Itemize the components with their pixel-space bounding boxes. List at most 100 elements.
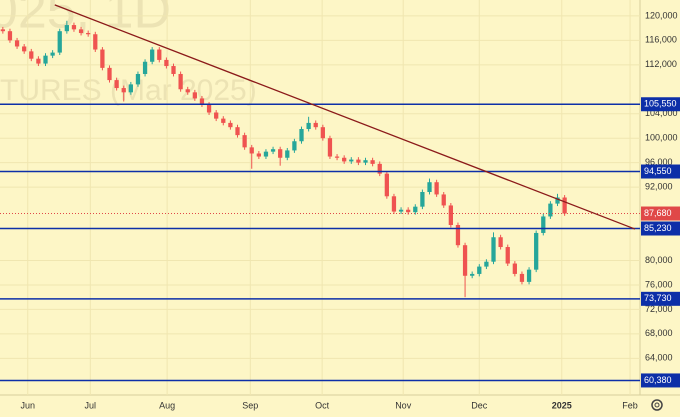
candle-body xyxy=(498,237,503,248)
level-label: 73,730 xyxy=(644,293,672,303)
x-tick-label: Oct xyxy=(315,400,330,410)
candle-body xyxy=(313,122,318,128)
candle-body xyxy=(249,147,254,154)
y-tick-label: 112,000 xyxy=(645,59,677,69)
x-tick-label: Jun xyxy=(20,400,35,410)
candle-body xyxy=(86,33,91,35)
candle-body xyxy=(57,31,62,53)
candle-body xyxy=(505,247,510,264)
candle-body xyxy=(157,49,162,60)
candle-body xyxy=(391,196,397,212)
candle-body xyxy=(398,209,404,212)
candle-body xyxy=(470,273,475,276)
y-tick-label: 104,000 xyxy=(645,108,678,118)
y-tick-label: 116,000 xyxy=(645,35,677,45)
candle-body xyxy=(413,206,418,213)
candle-body xyxy=(285,150,290,158)
candle-body xyxy=(526,269,532,282)
candle-body xyxy=(512,263,517,274)
y-tick-label: 92,000 xyxy=(645,181,673,191)
candle-body xyxy=(242,135,247,148)
candle-body xyxy=(484,261,489,267)
level-label: 85,230 xyxy=(644,223,672,233)
level-label: 105,550 xyxy=(644,99,677,109)
candle-body xyxy=(185,89,190,93)
candle-body xyxy=(128,84,133,93)
level-label-box xyxy=(641,373,680,388)
y-tick-label: 100,000 xyxy=(645,133,678,143)
candle-body xyxy=(7,31,13,41)
candle-body xyxy=(320,127,325,139)
candle-body xyxy=(221,118,226,123)
candle-body xyxy=(235,127,240,136)
y-tick-label: 96,000 xyxy=(645,157,673,167)
candle-body xyxy=(370,160,375,164)
settings-icon[interactable] xyxy=(651,399,663,411)
candle-body xyxy=(29,51,34,59)
y-tick-label: 76,000 xyxy=(645,279,673,289)
x-tick-label: Nov xyxy=(395,400,412,410)
candle-body xyxy=(292,141,297,151)
candle-body xyxy=(448,205,453,226)
x-tick-label: Dec xyxy=(471,400,488,410)
candle-body xyxy=(164,59,169,67)
candle-body xyxy=(356,159,361,163)
level-label-box xyxy=(641,221,680,236)
x-tick-label: 2025 xyxy=(552,400,572,410)
candle-body xyxy=(270,149,276,152)
candle-body xyxy=(548,203,553,217)
x-tick-label: Jul xyxy=(85,400,97,410)
trendline xyxy=(54,4,636,230)
candle-body xyxy=(441,194,446,206)
level-label: 94,550 xyxy=(644,166,672,176)
candle-body xyxy=(214,112,219,119)
candle-body xyxy=(64,25,69,32)
candle-body xyxy=(36,58,41,64)
last-price-box xyxy=(641,206,680,221)
candle-body xyxy=(306,122,311,130)
level-label-box xyxy=(641,291,680,306)
candle-body xyxy=(534,232,539,270)
candle-body xyxy=(541,216,546,233)
candle-body xyxy=(462,245,468,276)
candle-body xyxy=(384,173,389,197)
candle-body xyxy=(363,160,368,163)
candle-body xyxy=(192,92,197,99)
candle-body xyxy=(228,122,233,128)
level-label-box xyxy=(641,97,680,112)
candle-body xyxy=(206,104,212,113)
candle-body xyxy=(491,237,496,262)
candle-body xyxy=(256,153,261,157)
candle-body xyxy=(519,273,525,282)
candle-body xyxy=(334,156,340,158)
y-tick-label: 120,000 xyxy=(645,10,678,20)
last-price-label: 87,680 xyxy=(644,208,672,218)
candle-body xyxy=(477,266,482,274)
candle-body xyxy=(199,98,205,105)
y-tick-label: 64,000 xyxy=(645,353,673,363)
candle-body xyxy=(263,151,269,157)
candle-body xyxy=(562,197,567,214)
x-tick-label: Aug xyxy=(159,400,175,410)
candle-body xyxy=(71,25,77,30)
y-tick-label: 80,000 xyxy=(645,255,673,265)
candle-body xyxy=(349,159,354,162)
candle-body xyxy=(455,225,461,246)
candle-body xyxy=(50,52,55,56)
candle-body xyxy=(121,88,126,93)
candle-body xyxy=(342,157,347,162)
candle-body xyxy=(93,34,98,50)
y-tick-label: 68,000 xyxy=(645,328,673,338)
candle-body xyxy=(100,49,105,68)
candle-body xyxy=(107,67,112,81)
level-label: 60,380 xyxy=(644,375,672,385)
candle-body xyxy=(142,61,148,74)
watermark: 2025, 1D xyxy=(0,0,171,40)
candle-body xyxy=(406,209,411,213)
y-tick-label: 72,000 xyxy=(645,304,673,314)
candle-body xyxy=(178,73,183,90)
candle-body xyxy=(43,55,48,64)
candle-body xyxy=(22,46,27,52)
candle-body xyxy=(427,182,432,192)
